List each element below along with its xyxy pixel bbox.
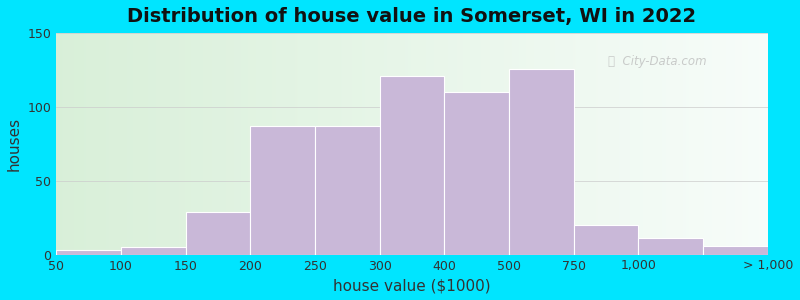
Bar [703,246,768,255]
Bar [638,238,703,255]
Bar [121,247,186,255]
Bar [56,250,121,255]
Bar [186,212,250,255]
Bar [574,225,638,255]
Text: ⌕  City-Data.com: ⌕ City-Data.com [608,55,706,68]
Bar [315,126,380,255]
Bar [250,126,315,255]
Bar [509,68,574,255]
X-axis label: house value ($1000): house value ($1000) [334,278,491,293]
Title: Distribution of house value in Somerset, WI in 2022: Distribution of house value in Somerset,… [127,7,697,26]
Bar [380,76,444,255]
Bar [444,92,509,255]
Y-axis label: houses: houses [7,117,22,171]
